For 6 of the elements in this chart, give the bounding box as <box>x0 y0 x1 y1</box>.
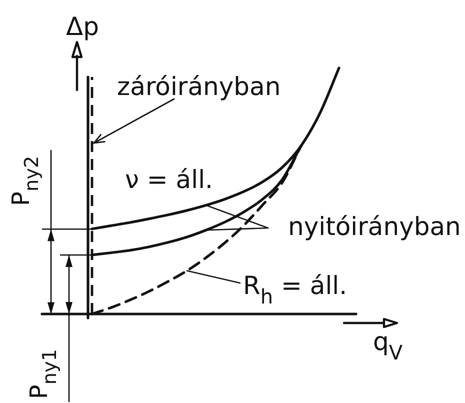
text: Pny2 <box>7 156 44 206</box>
annotation: nyitóirányban <box>288 212 461 241</box>
text: Pny1 <box>25 348 62 400</box>
annotation: ν = áll. <box>125 165 213 194</box>
y-axis-title: Δp <box>66 12 99 41</box>
annotation: záróirányban <box>117 72 281 101</box>
